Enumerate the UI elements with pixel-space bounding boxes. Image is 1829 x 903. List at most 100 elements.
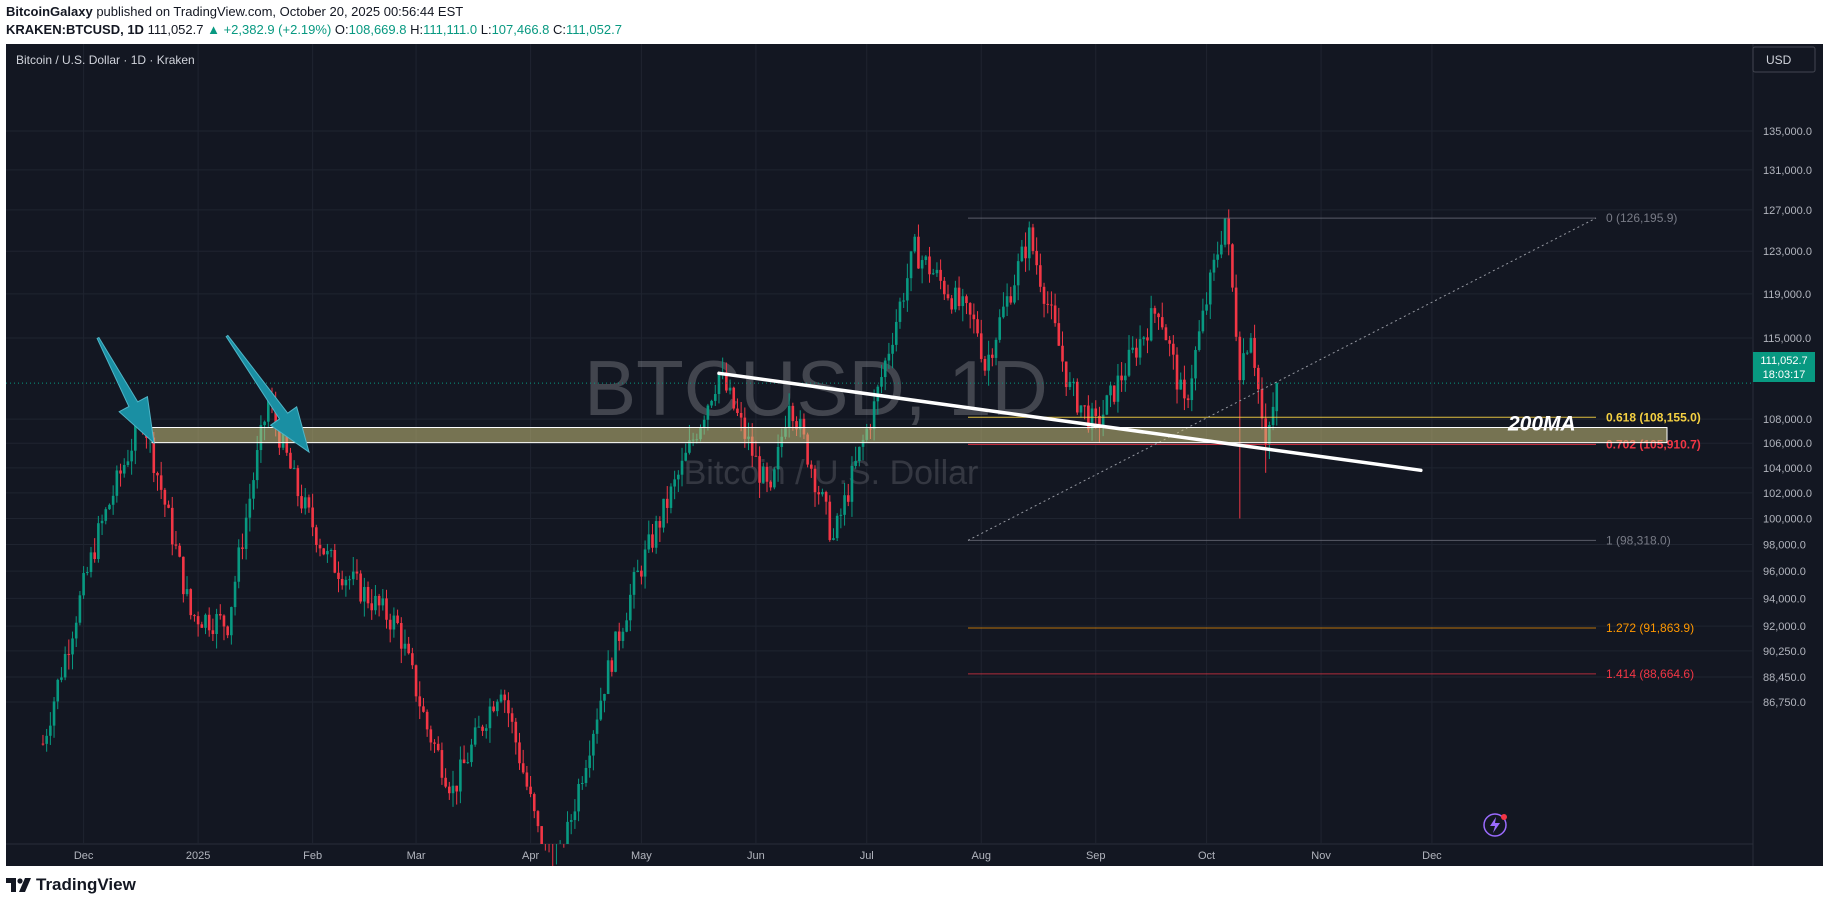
currency-label[interactable]: USD <box>1766 53 1792 67</box>
candle-body <box>499 694 503 702</box>
chart-area[interactable]: BTCUSD, 1D Bitcoin / U.S. Dollar 0 (126,… <box>6 44 1823 866</box>
candle-body <box>1223 218 1227 245</box>
candle-body <box>1075 381 1079 413</box>
candle-body <box>998 317 1002 340</box>
candle-body <box>307 497 311 508</box>
candle-body <box>396 615 399 624</box>
candle-body <box>976 319 979 334</box>
currency-selector[interactable]: USD <box>1752 46 1816 73</box>
fib-label-1.414: 1.414 (88,664.6) <box>1606 667 1694 681</box>
candle-body <box>725 372 728 391</box>
candle-body <box>1116 375 1120 402</box>
candle-body <box>1260 389 1264 419</box>
support-zone[interactable] <box>151 427 1668 444</box>
candle-body <box>791 405 795 422</box>
candle-body <box>466 762 470 764</box>
time-tick-label: Feb <box>303 850 322 862</box>
candle-body <box>514 721 518 743</box>
close-label: C: <box>553 22 567 37</box>
symbol-name[interactable]: KRAKEN:BTCUSD, 1D <box>6 22 144 37</box>
candle-body <box>97 523 100 560</box>
candle-body <box>614 631 617 672</box>
candle-body <box>754 455 758 457</box>
candle-body <box>529 786 532 795</box>
candle-body <box>773 469 776 488</box>
tradingview-logo-text[interactable]: TradingView <box>36 875 136 894</box>
candle-body <box>1168 340 1171 344</box>
candle-body <box>381 598 385 606</box>
candle-body <box>1135 347 1138 358</box>
candle-body <box>658 521 662 528</box>
candle-body <box>603 693 606 701</box>
candle-body <box>1245 352 1249 354</box>
candle-body <box>1231 244 1234 288</box>
price-tick-label: 94,000.0 <box>1763 593 1806 605</box>
candle-body <box>492 706 495 712</box>
candle-body <box>843 495 846 515</box>
fibonacci-levels[interactable]: 0 (126,195.9)0.618 (108,155.0)0.702 (105… <box>967 211 1701 681</box>
lightning-icon[interactable] <box>1483 813 1507 837</box>
time-tick-label: Aug <box>971 850 991 862</box>
candle-body <box>518 742 521 764</box>
candle-body <box>178 545 181 557</box>
candle-body <box>965 296 968 304</box>
candle-body <box>93 552 96 560</box>
time-tick-label: Oct <box>1198 850 1215 862</box>
candle-body <box>1238 336 1242 381</box>
candle-body <box>839 514 843 516</box>
candle-body <box>1024 246 1027 259</box>
candle-body <box>673 479 676 487</box>
candle-body <box>455 785 458 792</box>
price-chart[interactable]: BTCUSD, 1D Bitcoin / U.S. Dollar 0 (126,… <box>6 44 1823 866</box>
candle-body <box>761 466 765 483</box>
price-change: ▲ +2,382.9 (+2.19%) <box>207 22 332 37</box>
candle-body <box>56 679 60 702</box>
candle-body <box>636 570 639 573</box>
plot-background[interactable] <box>6 44 1753 866</box>
candle-body <box>196 616 200 625</box>
candle-body <box>824 492 828 502</box>
publisher-name[interactable]: BitcoinGalaxy <box>6 4 93 19</box>
price-tick-label: 90,250.0 <box>1763 646 1806 658</box>
price-tick-label: 106,000.0 <box>1763 438 1812 450</box>
ma-label: 200MA <box>1507 413 1576 436</box>
candle-body <box>662 498 665 528</box>
candle-body <box>1205 304 1208 311</box>
candle-body <box>289 452 292 469</box>
candle-body <box>496 701 499 712</box>
drawings[interactable]: 200MA <box>6 334 1753 473</box>
candle-body <box>311 507 314 528</box>
trendline[interactable] <box>717 371 1423 473</box>
candle-body <box>1120 375 1123 381</box>
candle-body <box>566 821 569 844</box>
candle-body <box>710 400 713 406</box>
candle-body <box>104 509 108 521</box>
candle-body <box>488 706 492 729</box>
candle-body <box>370 603 374 611</box>
candle-body <box>108 504 111 510</box>
candle-body <box>1064 361 1068 388</box>
candle-body <box>625 620 628 632</box>
candle-body <box>1138 339 1142 358</box>
currency-box[interactable] <box>1752 46 1816 73</box>
candle-body <box>787 405 791 428</box>
candle-body <box>898 301 902 322</box>
candle-body <box>1072 381 1075 383</box>
candle-body <box>252 480 255 499</box>
candle-body <box>1275 383 1279 412</box>
candle-body <box>883 360 887 378</box>
candle-body <box>1212 259 1216 273</box>
price-tick-label: 131,000.0 <box>1763 165 1812 177</box>
candle-body <box>950 298 953 310</box>
candle-body <box>1153 308 1157 314</box>
candle-body <box>71 638 74 655</box>
candle-body <box>1083 405 1086 407</box>
candle-body <box>1090 408 1094 430</box>
candle-body <box>263 421 266 426</box>
candle-body <box>987 354 990 371</box>
candle-body <box>111 495 115 505</box>
candle-body <box>798 418 802 430</box>
candle-body <box>462 759 466 764</box>
candle-body <box>414 665 418 697</box>
candle-body <box>1098 415 1101 428</box>
